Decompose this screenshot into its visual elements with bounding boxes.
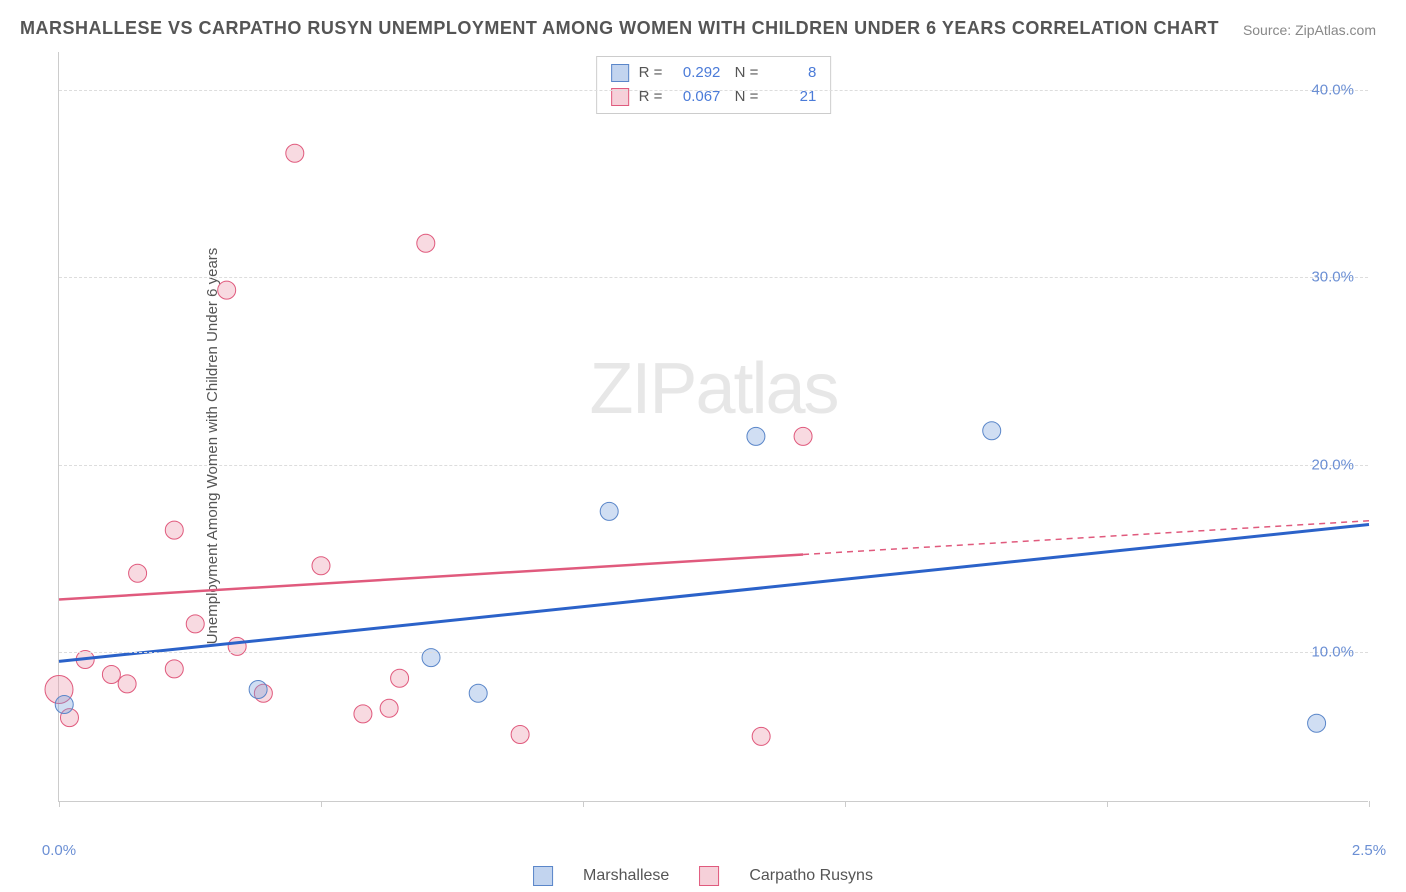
data-point bbox=[752, 727, 770, 745]
data-point bbox=[218, 281, 236, 299]
chart-title: MARSHALLESE VS CARPATHO RUSYN UNEMPLOYME… bbox=[20, 18, 1219, 39]
chart-svg bbox=[59, 52, 1368, 801]
ytick-label: 10.0% bbox=[1311, 644, 1354, 661]
data-point bbox=[165, 521, 183, 539]
data-point bbox=[102, 666, 120, 684]
legend-swatch-marshallese bbox=[533, 866, 553, 886]
trendline-marshallese bbox=[59, 525, 1369, 662]
data-point bbox=[469, 684, 487, 702]
data-point bbox=[118, 675, 136, 693]
data-point bbox=[249, 681, 267, 699]
data-point bbox=[1308, 714, 1326, 732]
data-point bbox=[165, 660, 183, 678]
xtick-mark bbox=[1369, 801, 1370, 807]
xtick-mark bbox=[321, 801, 322, 807]
data-point bbox=[312, 557, 330, 575]
source-label: Source: ZipAtlas.com bbox=[1243, 22, 1376, 38]
gridline bbox=[59, 652, 1368, 653]
legend-swatch-carpatho bbox=[699, 866, 719, 886]
gridline bbox=[59, 465, 1368, 466]
xtick-mark bbox=[59, 801, 60, 807]
data-point bbox=[129, 564, 147, 582]
data-point bbox=[354, 705, 372, 723]
data-point bbox=[391, 669, 409, 687]
gridline bbox=[59, 277, 1368, 278]
plot-area: ZIPatlas R =0.292 N =8 R =0.067 N =21 10… bbox=[58, 52, 1368, 802]
xtick-label: 2.5% bbox=[1352, 842, 1386, 859]
data-point bbox=[55, 696, 73, 714]
trendline-carpatho-solid bbox=[59, 555, 803, 600]
xtick-mark bbox=[1107, 801, 1108, 807]
xtick-mark bbox=[583, 801, 584, 807]
data-point bbox=[417, 234, 435, 252]
data-point bbox=[186, 615, 204, 633]
data-point bbox=[380, 699, 398, 717]
xtick-mark bbox=[845, 801, 846, 807]
ytick-label: 30.0% bbox=[1311, 269, 1354, 286]
legend-label-carpatho: Carpatho Rusyns bbox=[749, 867, 873, 885]
trendline-carpatho-dashed bbox=[803, 521, 1369, 555]
legend-label-marshallese: Marshallese bbox=[583, 867, 669, 885]
gridline bbox=[59, 90, 1368, 91]
data-point bbox=[600, 502, 618, 520]
ytick-label: 40.0% bbox=[1311, 81, 1354, 98]
data-point bbox=[794, 427, 812, 445]
data-point bbox=[511, 726, 529, 744]
ytick-label: 20.0% bbox=[1311, 456, 1354, 473]
data-point bbox=[983, 422, 1001, 440]
data-point bbox=[747, 427, 765, 445]
bottom-legend: Marshallese Carpatho Rusyns bbox=[533, 866, 873, 886]
xtick-label: 0.0% bbox=[42, 842, 76, 859]
data-point bbox=[286, 144, 304, 162]
